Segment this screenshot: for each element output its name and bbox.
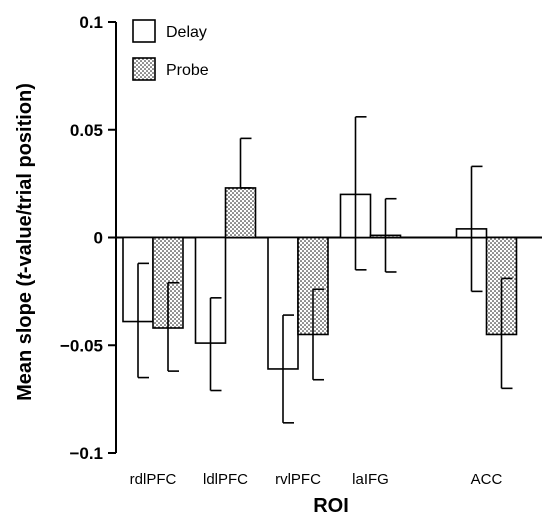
y-tick-label: −0.1 xyxy=(69,444,103,463)
y-axis-title-part-3: -value/trial position) xyxy=(14,83,36,273)
y-tick-label: −0.05 xyxy=(60,336,103,355)
legend-label-delay: Delay xyxy=(166,24,207,41)
x-category-label: ACC xyxy=(471,471,503,488)
y-tick-label: 0.1 xyxy=(79,13,103,32)
x-category-label: rvlPFC xyxy=(275,471,321,488)
y-axis-title-part-1: Mean slope ( xyxy=(14,279,36,400)
x-category-label: rdlPFC xyxy=(130,471,177,488)
bar-probe xyxy=(224,187,257,239)
legend-swatch-delay xyxy=(132,19,156,43)
bar-probe xyxy=(297,236,329,336)
x-axis-title: ROI xyxy=(313,495,349,517)
x-category-label: ldlPFC xyxy=(203,471,248,488)
y-tick-label: 0 xyxy=(94,229,103,248)
x-category-label: laIFG xyxy=(352,471,389,488)
legend: Delay Probe xyxy=(132,19,209,81)
plot-area: 0.1 0.05 0 −0.05 −0.1 rdlPFC ldlPFC rvlPFC laIFG… xyxy=(60,13,542,488)
legend-swatch-probe xyxy=(132,57,156,81)
y-axis-title-italic-t: t xyxy=(14,272,36,280)
legend-label-probe: Probe xyxy=(166,62,209,79)
y-tick-label: 0.05 xyxy=(70,121,103,140)
y-axis-title: Mean slope (t-value/trial position) xyxy=(14,83,36,401)
